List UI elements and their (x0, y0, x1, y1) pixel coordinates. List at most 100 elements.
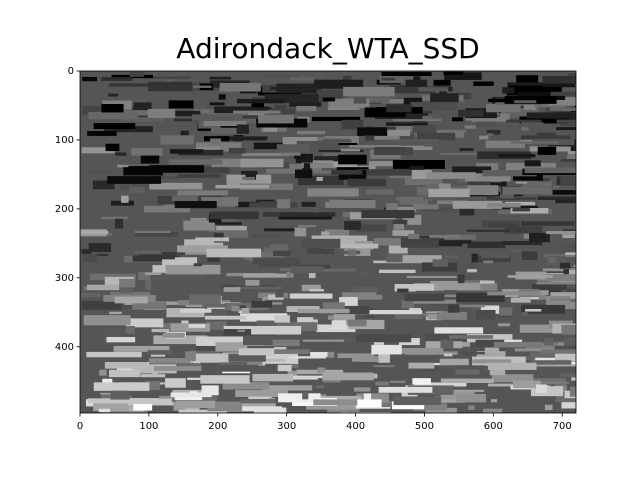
x-tick-label: 100 (139, 421, 158, 432)
x-tick-label: 400 (346, 421, 365, 432)
image-texture (303, 163, 311, 170)
image-texture (81, 147, 115, 154)
image-texture (459, 148, 474, 151)
axes-frame (79, 70, 577, 414)
image-texture (393, 118, 442, 122)
image-texture (81, 230, 109, 234)
image-texture (443, 71, 464, 75)
image-texture (134, 230, 171, 233)
image-texture (251, 325, 302, 335)
image-texture (502, 186, 552, 195)
image-texture (322, 302, 345, 309)
image-texture (530, 386, 564, 397)
image-texture (201, 385, 219, 396)
image-texture (274, 349, 310, 354)
image-texture (521, 251, 538, 260)
image-texture (138, 135, 151, 140)
image-texture (440, 378, 494, 384)
image-texture (322, 97, 336, 102)
image-texture (134, 250, 161, 254)
image-texture (490, 399, 498, 403)
image-texture (473, 81, 494, 86)
image-texture (378, 386, 433, 393)
image-texture (506, 87, 562, 96)
image-texture (323, 139, 352, 143)
image-texture (514, 381, 570, 384)
image-texture (428, 188, 470, 198)
image-texture (432, 259, 449, 267)
image-texture (215, 184, 270, 189)
image-texture (356, 334, 412, 343)
image-texture (465, 280, 489, 283)
image-texture (177, 363, 202, 368)
image-texture (567, 240, 576, 244)
image-texture (481, 250, 510, 259)
image-texture (231, 305, 240, 312)
image-texture (363, 393, 372, 401)
image-texture (459, 208, 475, 216)
image-texture (262, 379, 294, 384)
image-texture (331, 320, 346, 330)
image-texture (297, 225, 317, 228)
image-texture (221, 136, 267, 141)
image-texture (274, 315, 290, 323)
image-texture (433, 79, 451, 86)
image-texture (347, 249, 357, 256)
image-texture (263, 244, 289, 253)
image-texture (177, 190, 229, 196)
image-texture (542, 97, 576, 106)
y-tick-label: 200 (55, 204, 74, 215)
image-texture (185, 351, 196, 361)
image-texture (328, 98, 370, 109)
image-texture (294, 227, 307, 237)
image-texture (388, 244, 408, 254)
image-texture (108, 83, 155, 87)
image-texture (337, 353, 375, 362)
image-texture (333, 314, 356, 323)
image-texture (386, 206, 417, 212)
image-texture (370, 129, 411, 137)
image-texture (550, 91, 576, 96)
image-texture (263, 127, 278, 132)
image-texture (294, 154, 306, 159)
image-texture (218, 94, 226, 100)
image-texture (174, 200, 217, 209)
image-texture (241, 307, 250, 314)
image-texture (401, 300, 415, 309)
image-texture (486, 103, 521, 113)
image-texture (81, 292, 101, 298)
image-area (80, 71, 576, 413)
image-texture (416, 187, 428, 196)
image-texture (444, 255, 460, 259)
image-texture (556, 119, 576, 124)
image-texture (556, 127, 576, 131)
image-texture (147, 182, 203, 190)
image-texture (524, 167, 576, 174)
image-texture (429, 303, 457, 306)
image-texture (514, 100, 537, 104)
image-texture (498, 154, 536, 158)
image-texture (237, 98, 285, 104)
image-texture (190, 353, 230, 363)
image-texture (492, 205, 538, 210)
image-texture (341, 412, 391, 413)
image-texture (559, 262, 571, 269)
image-texture (440, 152, 486, 156)
image-texture (500, 307, 513, 316)
image-texture (107, 176, 162, 184)
image-texture (485, 140, 526, 148)
image-texture (500, 107, 539, 118)
image-texture (277, 199, 291, 209)
image-texture (101, 216, 128, 220)
image-texture (448, 304, 460, 313)
image-texture (550, 298, 576, 301)
image-texture (475, 309, 496, 320)
image-texture (274, 346, 287, 350)
image-texture (510, 141, 559, 144)
image-texture (108, 93, 119, 97)
image-texture (402, 214, 422, 225)
image-texture (219, 82, 261, 92)
image-texture (486, 197, 537, 200)
image-texture (293, 137, 350, 141)
image-texture (266, 163, 322, 174)
